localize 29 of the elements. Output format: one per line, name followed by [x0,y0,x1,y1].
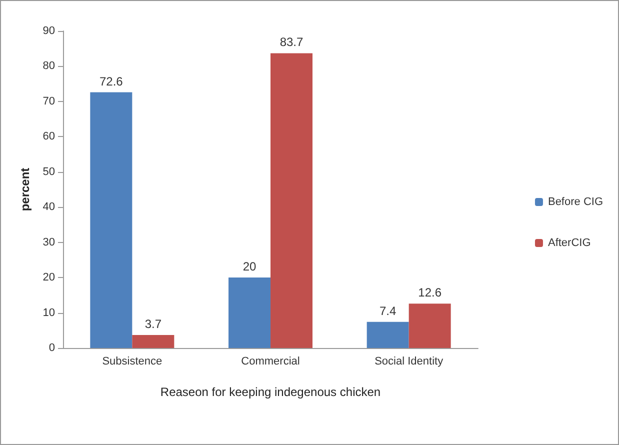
y-tick-label: 20 [42,272,55,284]
x-tick-label: Commercial [241,356,300,368]
x-tick-label: Subsistence [102,356,162,368]
data-label: 12.6 [418,286,442,300]
bar [90,92,132,348]
y-tick-label: 0 [48,342,55,354]
legend-label: AfterCIG [548,237,591,249]
data-label: 72.6 [99,74,124,88]
legend-label: Before CIG [548,196,604,208]
y-tick-label: 30 [42,236,55,248]
y-tick-label: 80 [42,60,55,72]
x-axis-title: Reaseon for keeping indegenous chicken [160,385,381,399]
data-label: 7.4 [379,304,396,318]
bar [366,322,409,348]
y-axis-title: percent [18,168,32,212]
y-tick-label: 10 [42,306,55,319]
y-tick-label: 60 [42,130,55,143]
bar [270,53,312,348]
data-label: 83.7 [280,35,304,50]
y-tick-label: 50 [42,166,55,178]
y-tick-label: 40 [42,201,55,214]
x-tick-label: Social Identity [374,356,444,368]
bar [228,278,270,348]
y-tick-label: 90 [42,25,55,37]
data-label: 20 [242,260,256,274]
bar [132,334,174,348]
y-tick-label: 70 [42,95,55,108]
data-label: 3.7 [144,316,162,331]
bar [408,304,451,348]
